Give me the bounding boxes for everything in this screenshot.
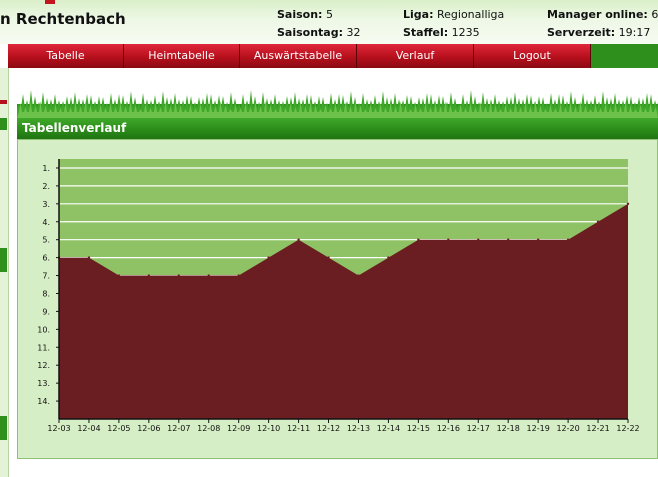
x-tick-label: 12-05 — [107, 424, 130, 433]
data-point — [327, 256, 330, 259]
standings-chart: 1. 2. 3. 4. 5. 6. 7. 8. 9. 10. 11. 12. 13. 14. 12-03 12… — [37, 159, 640, 433]
y-tick-label: 3. — [42, 200, 50, 209]
x-tick-label: 12-09 — [227, 424, 250, 433]
x-tick-label: 12-12 — [317, 424, 340, 433]
y-tick-label: 5. — [42, 236, 50, 245]
y-tick-label: 14. — [37, 397, 50, 406]
sidebar-red-marker — [0, 100, 7, 104]
data-point — [447, 238, 450, 241]
data-point — [596, 220, 600, 223]
manager-online-info: Manager online: 6 — [547, 8, 658, 21]
liga-value: Regionalliga — [436, 8, 505, 21]
saisontag-info: Saisontag: 32 — [277, 26, 361, 39]
liga-info: Liga: Regionalliga — [403, 8, 504, 21]
x-tick-label: 12-18 — [497, 424, 520, 433]
main-nav: Tabelle Heimtabelle Auswärtstabelle Verl… — [8, 44, 658, 68]
x-tick-label: 12-13 — [347, 424, 370, 433]
sidebar-green-marker — [0, 118, 7, 130]
data-point — [207, 274, 210, 277]
grass-banner — [17, 90, 658, 118]
data-point — [536, 238, 540, 241]
x-tick-label: 12-16 — [437, 424, 460, 433]
grass-highlight — [17, 101, 658, 118]
serverzeit-value: 19:17 — [618, 26, 651, 39]
tab-verlauf[interactable]: Verlauf — [357, 44, 474, 68]
data-point — [387, 256, 390, 259]
x-tick-label: 12-06 — [137, 424, 160, 433]
x-tick-label: 12-17 — [467, 424, 490, 433]
data-point — [117, 274, 121, 277]
x-tick-label: 12-04 — [77, 424, 100, 433]
x-tick-label: 12-14 — [377, 424, 400, 433]
y-tick-label: 10. — [37, 325, 50, 334]
x-tick-label: 12-11 — [287, 424, 310, 433]
tab-auswaertstabelle[interactable]: Auswärtstabelle — [240, 44, 357, 68]
x-tick-label: 12-22 — [616, 424, 639, 433]
team-name: n Rechtenbach — [0, 10, 126, 28]
saisontag-label: Saisontag: — [277, 26, 344, 39]
serverzeit-label: Serverzeit: — [547, 26, 616, 39]
sidebar-green-marker — [0, 248, 7, 272]
left-sidebar-strip — [0, 68, 9, 477]
sidebar-green-marker — [0, 416, 7, 440]
data-point — [237, 274, 240, 277]
serverzeit-info: Serverzeit: 19:17 — [547, 26, 650, 39]
y-tick-label: 7. — [42, 272, 50, 281]
y-tick-label: 12. — [37, 361, 50, 370]
tab-logout[interactable]: Logout — [474, 44, 591, 68]
x-tick-label: 12-08 — [197, 424, 220, 433]
grass-decoration — [17, 90, 658, 118]
data-point — [417, 238, 420, 241]
data-point — [507, 238, 510, 241]
y-tick-label: 8. — [42, 289, 50, 298]
liga-label: Liga: — [403, 8, 434, 21]
data-point — [566, 238, 570, 241]
x-tick-label: 12-07 — [167, 424, 190, 433]
data-point — [147, 274, 151, 277]
staffel-label: Staffel: — [403, 26, 449, 39]
data-point — [297, 238, 300, 241]
data-point — [267, 256, 270, 259]
panel-title: Tabellenverlauf — [17, 118, 658, 139]
saison-info: Saison: 5 — [277, 8, 333, 21]
manager-online-value: 6 — [651, 8, 658, 21]
x-tick-label: 12-21 — [586, 424, 609, 433]
data-point — [87, 256, 91, 259]
data-point — [177, 274, 180, 277]
staffel-info: Staffel: 1235 — [403, 26, 480, 39]
x-tick-label: 12-15 — [407, 424, 430, 433]
data-point — [477, 238, 480, 241]
tab-heimtabelle[interactable]: Heimtabelle — [124, 44, 240, 68]
header-red-mark — [45, 0, 55, 4]
y-tick-label: 4. — [42, 218, 50, 227]
x-tick-label: 12-20 — [556, 424, 579, 433]
manager-online-label: Manager online: — [547, 8, 648, 21]
grass-blades — [17, 90, 658, 118]
x-tick-label: 12-19 — [527, 424, 550, 433]
y-tick-label: 9. — [42, 307, 50, 316]
y-tick-label: 11. — [37, 343, 50, 352]
saisontag-value: 32 — [346, 26, 361, 39]
data-point — [357, 274, 360, 277]
y-tick-label: 2. — [42, 182, 50, 191]
tab-tabelle[interactable]: Tabelle — [8, 44, 124, 68]
chart-panel: 1. 2. 3. 4. 5. 6. 7. 8. 9. 10. 11. 12. 13. 14. 12-03 12… — [17, 139, 658, 459]
y-tick-label: 13. — [37, 379, 50, 388]
header: n Rechtenbach Saison: 5 Saisontag: 32 Li… — [0, 0, 658, 44]
staffel-value: 1235 — [451, 26, 480, 39]
saison-value: 5 — [325, 8, 333, 21]
series-area — [59, 203, 628, 419]
y-tick-label: 1. — [42, 164, 50, 173]
x-tick-label: 12-03 — [47, 424, 70, 433]
saison-label: Saison: — [277, 8, 323, 21]
y-tick-label: 6. — [42, 254, 50, 263]
x-tick-label: 12-10 — [257, 424, 280, 433]
data-point — [626, 202, 630, 206]
